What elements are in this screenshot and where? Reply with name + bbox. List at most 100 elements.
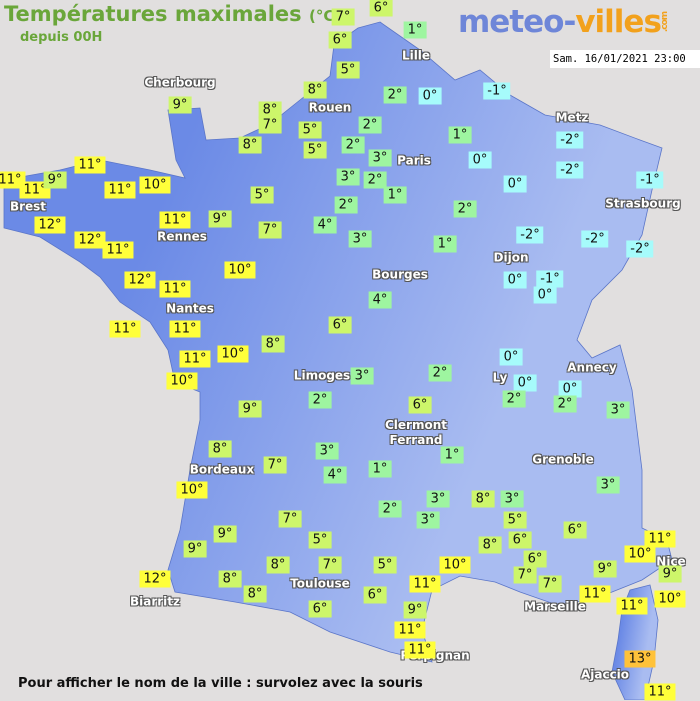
temperature-marker[interactable]: -2° [556, 161, 584, 179]
temperature-marker[interactable]: 4° [323, 466, 347, 484]
temperature-marker[interactable]: 8° [208, 440, 232, 458]
temperature-marker[interactable]: 11° [0, 171, 26, 189]
temperature-marker[interactable]: 5° [373, 556, 397, 574]
temperature-marker[interactable]: 6° [408, 396, 432, 414]
temperature-marker[interactable]: 5° [336, 61, 360, 79]
temperature-marker[interactable]: 2° [378, 500, 402, 518]
temperature-marker[interactable]: 3° [315, 442, 339, 460]
meteo-villes-logo[interactable]: meteo-villes.com [458, 4, 681, 40]
temperature-marker[interactable]: -1° [636, 171, 664, 189]
temperature-marker[interactable]: 8° [471, 490, 495, 508]
temperature-marker[interactable]: -2° [626, 240, 654, 258]
temperature-marker[interactable]: 2° [363, 171, 387, 189]
temperature-marker[interactable]: 3° [606, 401, 630, 419]
temperature-marker[interactable]: 0° [558, 380, 582, 398]
temperature-marker[interactable]: 2° [383, 86, 407, 104]
temperature-marker[interactable]: 9° [403, 601, 427, 619]
temperature-marker[interactable]: 0° [503, 271, 527, 289]
temperature-marker[interactable]: 1° [403, 21, 427, 39]
temperature-marker[interactable]: 2° [341, 136, 365, 154]
temperature-marker[interactable]: 3° [350, 367, 374, 385]
temperature-marker[interactable]: 12° [74, 231, 106, 249]
temperature-marker[interactable]: 9° [183, 540, 207, 558]
temperature-marker[interactable]: 1° [440, 446, 464, 464]
temperature-marker[interactable]: 8° [261, 335, 285, 353]
temperature-marker[interactable]: 11° [104, 181, 136, 199]
temperature-marker[interactable]: 4° [368, 291, 392, 309]
temperature-marker[interactable]: 1° [433, 235, 457, 253]
temperature-marker[interactable]: 2° [358, 116, 382, 134]
temperature-marker[interactable]: 11° [159, 280, 191, 298]
temperature-marker[interactable]: 9° [213, 525, 237, 543]
temperature-marker[interactable]: 12° [34, 216, 66, 234]
temperature-marker[interactable]: 3° [368, 149, 392, 167]
temperature-marker[interactable]: 6° [363, 586, 387, 604]
temperature-marker[interactable]: 11° [169, 320, 201, 338]
temperature-marker[interactable]: 11° [159, 211, 191, 229]
temperature-marker[interactable]: 0° [418, 87, 442, 105]
temperature-marker[interactable]: 5° [250, 186, 274, 204]
temperature-marker[interactable]: 8° [218, 570, 242, 588]
temperature-marker[interactable]: 8° [238, 136, 262, 154]
temperature-marker[interactable]: 11° [644, 683, 676, 701]
temperature-marker[interactable]: 10° [224, 261, 256, 279]
temperature-marker[interactable]: 0° [513, 374, 537, 392]
temperature-marker[interactable]: 6° [523, 550, 547, 568]
temperature-marker[interactable]: 2° [502, 390, 526, 408]
temperature-marker[interactable]: 0° [503, 175, 527, 193]
temperature-marker[interactable]: 6° [328, 31, 352, 49]
temperature-marker[interactable]: 2° [308, 391, 332, 409]
temperature-marker[interactable]: 11° [404, 641, 436, 659]
temperature-marker[interactable]: 7° [318, 556, 342, 574]
temperature-marker[interactable]: 0° [468, 151, 492, 169]
temperature-marker[interactable]: 7° [538, 575, 562, 593]
temperature-marker[interactable]: 9° [43, 171, 67, 189]
temperature-marker[interactable]: 6° [369, 0, 393, 17]
temperature-marker[interactable]: 9° [238, 400, 262, 418]
temperature-marker[interactable]: 0° [499, 348, 523, 366]
temperature-marker[interactable]: 3° [500, 490, 524, 508]
temperature-marker[interactable]: 7° [263, 456, 287, 474]
temperature-marker[interactable]: 1° [368, 460, 392, 478]
temperature-marker[interactable]: 11° [616, 597, 648, 615]
temperature-marker[interactable]: 13° [624, 650, 656, 668]
temperature-marker[interactable]: 3° [426, 490, 450, 508]
temperature-marker[interactable]: 1° [383, 186, 407, 204]
temperature-marker[interactable]: 5° [503, 511, 527, 529]
temperature-marker[interactable]: 9° [658, 565, 682, 583]
temperature-marker[interactable]: 0° [533, 286, 557, 304]
temperature-marker[interactable]: 6° [563, 521, 587, 539]
temperature-marker[interactable]: 10° [217, 345, 249, 363]
temperature-marker[interactable]: -2° [516, 226, 544, 244]
temperature-marker[interactable]: 11° [102, 241, 134, 259]
temperature-marker[interactable]: 5° [298, 121, 322, 139]
temperature-marker[interactable]: 11° [19, 181, 51, 199]
temperature-marker[interactable]: 6° [308, 600, 332, 618]
temperature-marker[interactable]: 7° [331, 8, 355, 26]
temperature-marker[interactable]: 5° [308, 531, 332, 549]
temperature-marker[interactable]: 3° [336, 168, 360, 186]
temperature-marker[interactable]: 5° [303, 141, 327, 159]
temperature-marker[interactable]: 11° [394, 621, 426, 639]
temperature-marker[interactable]: 8° [258, 101, 282, 119]
temperature-marker[interactable]: 9° [593, 560, 617, 578]
temperature-marker[interactable]: -2° [556, 131, 584, 149]
temperature-marker[interactable]: 9° [168, 96, 192, 114]
temperature-marker[interactable]: 10° [176, 481, 208, 499]
temperature-marker[interactable]: -1° [536, 270, 564, 288]
temperature-marker[interactable]: -2° [581, 230, 609, 248]
temperature-marker[interactable]: 2° [553, 395, 577, 413]
temperature-marker[interactable]: 7° [278, 510, 302, 528]
temperature-marker[interactable]: 7° [258, 116, 282, 134]
temperature-marker[interactable]: 1° [448, 126, 472, 144]
temperature-marker[interactable]: 3° [416, 511, 440, 529]
temperature-marker[interactable]: 11° [109, 320, 141, 338]
temperature-marker[interactable]: 6° [328, 316, 352, 334]
temperature-marker[interactable]: 10° [624, 545, 656, 563]
temperature-marker[interactable]: 10° [654, 590, 686, 608]
temperature-marker[interactable]: 11° [179, 350, 211, 368]
temperature-marker[interactable]: 11° [579, 585, 611, 603]
temperature-marker[interactable]: 9° [208, 210, 232, 228]
temperature-marker[interactable]: -1° [483, 82, 511, 100]
temperature-marker[interactable]: 10° [166, 372, 198, 390]
